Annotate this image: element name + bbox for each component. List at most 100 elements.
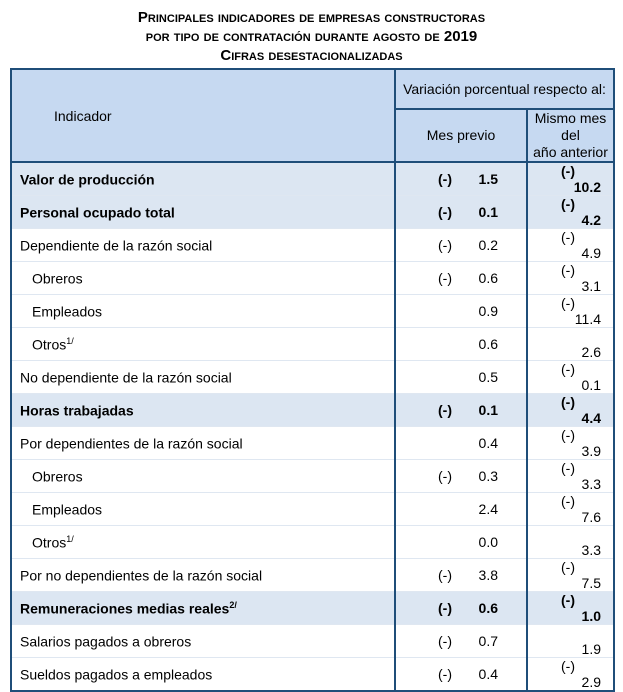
table-row: Remuneraciones medias reales2/ (-) 0.6 (-… [11,591,614,625]
mes-previo-cell: (-) 0.6 [394,261,527,295]
mismo-mes-value: 3.1 [581,278,601,294]
negative-sign: (-) [438,402,452,418]
table-row: No dependiente de la razón social 0.5 (-… [11,360,614,394]
mismo-mes-cell: (-)10.2 [526,162,614,196]
mes-previo-value: 0.3 [478,468,498,484]
row-label-text: Otros [32,336,67,353]
mismo-mes-value: 4.4 [581,410,601,426]
row-label: Dependiente de la razón social [11,228,395,262]
negative-sign: (-) [561,361,575,377]
header-mismo-mes-line2: año anterior [533,144,608,160]
mes-previo-cell: 2.4 [394,492,527,526]
mes-previo-cell: (-) 0.6 [394,591,527,625]
row-label: No dependiente de la razón social [11,360,395,394]
mes-previo-cell: (-) 0.2 [394,228,527,262]
table-row: Valor de producción (-) 1.5 (-)10.2 [11,162,614,196]
mismo-mes-value: 2.9 [581,674,601,690]
mes-previo-cell: 0.6 [394,327,527,361]
mes-previo-cell: 0.9 [394,294,527,328]
title-line-3: Cifras desestacionalizadas [220,47,403,64]
table-row: Dependiente de la razón social (-) 0.2 (-… [11,228,614,262]
mismo-mes-cell: (-) 3.1 [526,261,614,295]
header-mes-previo: Mes previo [394,108,528,163]
mismo-mes-value: 3.3 [581,542,601,558]
mismo-mes-cell: (-) 4.2 [526,195,614,229]
row-label: Personal ocupado total [11,195,395,229]
negative-sign: (-) [561,592,575,608]
mismo-mes-cell: (-) 2.9 [526,657,614,692]
table-row: Empleados 0.9 (-)11.4 [11,294,614,328]
mes-previo-value: 0.5 [478,369,498,385]
row-label-text: Otros [32,534,67,551]
header-mismo-mes-line1: Mismo mes del [534,110,607,143]
mismo-mes-value: 10.2 [573,179,601,195]
row-label: Empleados [11,492,395,526]
mes-previo-value: 3.8 [478,567,498,583]
row-label-text: Empleados [32,303,103,320]
row-label: Horas trabajadas [11,393,395,427]
mes-previo-cell: (-) 0.3 [394,459,527,493]
table-row: Por dependientes de la razón social 0.4 … [11,426,614,460]
negative-sign: (-) [561,427,575,443]
negative-sign: (-) [438,666,452,682]
table-row: Por no dependientes de la razón social (… [11,558,614,592]
mes-previo-value: 0.7 [478,633,498,649]
mes-previo-cell: (-) 0.1 [394,393,527,427]
row-label: Empleados [11,294,395,328]
mismo-mes-cell: 3.3 [526,525,614,559]
row-label: Remuneraciones medias reales2/ [11,591,395,625]
negative-sign: (-) [561,493,575,509]
negative-sign: (-) [561,559,575,575]
mismo-mes-cell: 1.9 [526,624,614,658]
header-indicador: Indicador [10,68,396,163]
footnote-ref: 1/ [66,533,74,544]
row-label-text: Valor de producción [20,171,155,188]
mismo-mes-value: 3.3 [581,476,601,492]
row-label-text: Dependiente de la razón social [20,237,213,254]
mismo-mes-cell: (-) 7.6 [526,492,614,526]
mismo-mes-value: 11.4 [574,311,601,327]
table-row: Salarios pagados a obreros (-) 0.7 1.9 [11,624,614,658]
mismo-mes-value: 4.2 [581,212,601,228]
negative-sign: (-) [561,262,575,278]
mismo-mes-value: 3.9 [581,443,601,459]
negative-sign: (-) [438,171,452,187]
row-label: Valor de producción [11,162,395,196]
table-row: Obreros (-) 0.3 (-) 3.3 [11,459,614,493]
mes-previo-value: 0.6 [478,600,498,616]
mismo-mes-value: 7.6 [581,509,601,525]
mismo-mes-cell: (-)11.4 [526,294,614,328]
row-label: Por dependientes de la razón social [11,426,395,460]
report-title: Principales indicadores de empresas cons… [0,8,623,65]
mes-previo-cell: 0.0 [394,525,527,559]
table-row: Horas trabajadas (-) 0.1 (-) 4.4 [11,393,614,427]
mismo-mes-value: 0.1 [581,377,601,393]
mismo-mes-value: 4.9 [581,245,601,261]
negative-sign: (-) [438,600,452,616]
negative-sign: (-) [561,394,575,410]
row-label-text: Obreros [32,270,83,287]
mismo-mes-cell: 2.6 [526,327,614,361]
negative-sign: (-) [561,163,575,179]
mes-previo-cell: 0.5 [394,360,527,394]
mismo-mes-cell: (-) 3.9 [526,426,614,460]
mes-previo-value: 1.5 [478,171,498,187]
negative-sign: (-) [438,567,452,583]
negative-sign: (-) [438,468,452,484]
mes-previo-value: 0.6 [478,336,498,352]
row-label-text: Obreros [32,468,83,485]
mismo-mes-cell: (-) 4.9 [526,228,614,262]
row-label: Sueldos pagados a empleados [11,657,395,692]
table-row: Empleados 2.4 (-) 7.6 [11,492,614,526]
row-label-text: Por no dependientes de la razón social [20,567,263,584]
negative-sign: (-) [561,196,575,212]
mes-previo-cell: (-) 0.7 [394,624,527,658]
row-label-text: Horas trabajadas [20,402,134,419]
negative-sign: (-) [561,460,575,476]
title-line-2: por tipo de contratación durante agosto … [145,28,478,45]
header-mismo-mes: Mismo mes del año anterior [526,108,615,163]
row-label: Otros1/ [11,525,395,559]
row-label-text: Personal ocupado total [20,204,175,221]
mes-previo-value: 0.4 [478,666,498,682]
row-label-text: Remuneraciones medias reales [20,600,230,617]
